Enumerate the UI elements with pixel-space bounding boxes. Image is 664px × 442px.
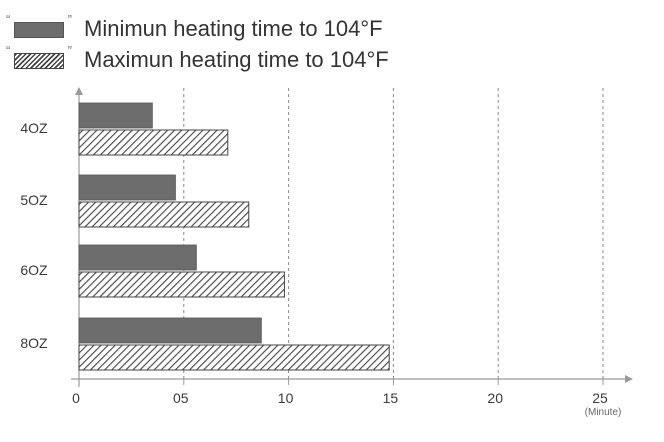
x-tick-label: 05 [173,390,189,406]
x-axis-arrow [625,375,633,383]
x-tick-label: 10 [278,390,294,406]
legend-item-max: “ ” Maximun heating time to 104°F [6,43,389,75]
bar-min-6OZ [78,244,197,271]
legend-label-min: Minimun heating time to 104°F [84,16,383,41]
bar-min-4OZ [78,102,153,129]
x-tick-label: 15 [383,390,399,406]
bar-min-8OZ [78,317,262,344]
x-axis-label: (Minute) [585,407,622,418]
x-tick-label: 25 [592,390,608,406]
category-label: 6OZ [20,262,48,278]
x-tick-label: 20 [487,390,503,406]
bar-max-5OZ [78,201,250,228]
bar-max-8OZ [78,344,390,371]
legend-item-min: “ ” Minimun heating time to 104°F [6,12,383,44]
bar-min-5OZ [78,174,176,201]
category-label: 8OZ [20,335,48,351]
y-axis-arrow [75,87,83,95]
bar-max-6OZ [78,271,285,298]
legend-swatch-min: “ ” [6,12,72,40]
x-tick-label: 0 [72,390,80,406]
legend-swatch-max: “ ” [6,43,72,71]
legend-label-max: Maximun heating time to 104°F [84,47,389,72]
category-label: 4OZ [20,120,48,136]
bar-max-4OZ [78,129,229,156]
category-label: 5OZ [20,192,48,208]
